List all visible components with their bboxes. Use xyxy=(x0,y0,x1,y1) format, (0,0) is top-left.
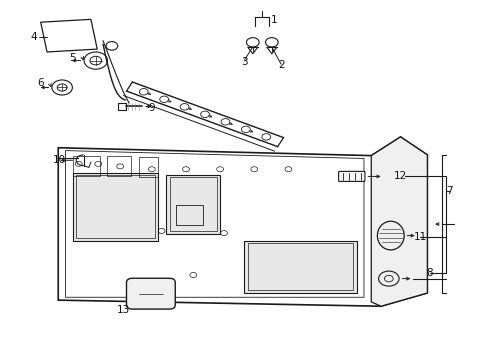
Bar xyxy=(73,173,158,241)
Bar xyxy=(244,241,356,293)
Text: 3: 3 xyxy=(241,57,247,67)
Bar xyxy=(247,243,352,291)
FancyBboxPatch shape xyxy=(126,278,175,309)
Text: 1: 1 xyxy=(270,15,277,26)
Bar xyxy=(118,103,126,111)
Text: 12: 12 xyxy=(393,171,407,181)
Bar xyxy=(166,175,220,234)
Polygon shape xyxy=(247,47,257,54)
Text: 9: 9 xyxy=(148,103,155,113)
Bar xyxy=(73,156,100,176)
Text: 6: 6 xyxy=(37,78,44,88)
Text: 10: 10 xyxy=(53,155,65,165)
Text: 13: 13 xyxy=(117,305,130,315)
Polygon shape xyxy=(266,47,276,54)
Text: 8: 8 xyxy=(426,268,432,278)
Text: 2: 2 xyxy=(277,60,284,70)
Bar xyxy=(176,205,203,225)
Text: 7: 7 xyxy=(445,186,452,196)
Text: 5: 5 xyxy=(69,53,76,63)
FancyBboxPatch shape xyxy=(338,171,364,181)
Ellipse shape xyxy=(377,221,404,250)
Bar xyxy=(107,156,131,176)
Bar xyxy=(139,157,158,177)
Text: 11: 11 xyxy=(412,232,426,242)
Polygon shape xyxy=(370,137,427,306)
Bar xyxy=(169,177,216,231)
Bar xyxy=(76,175,155,238)
Text: 4: 4 xyxy=(30,32,37,41)
